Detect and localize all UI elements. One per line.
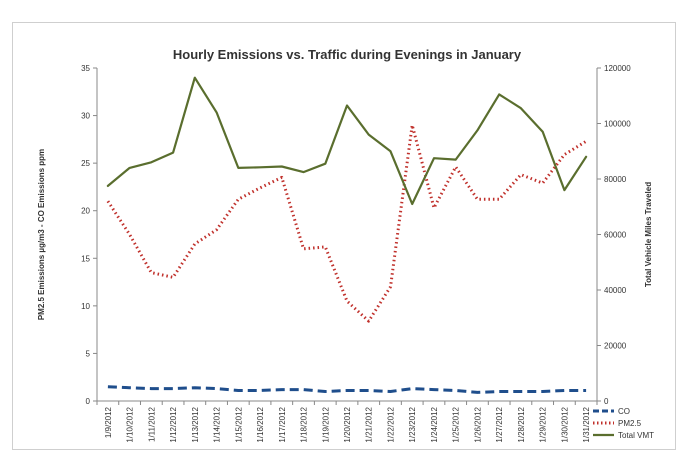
x-tick-label: 1/23/2012 (408, 406, 417, 442)
x-tick-label: 1/13/2012 (191, 406, 200, 442)
left-tick-label: 5 (86, 349, 91, 358)
series-line-pm2-5 (106, 123, 587, 323)
x-tick-label: 1/31/2012 (582, 406, 591, 442)
left-tick-label: 15 (81, 254, 90, 263)
x-tick-label: 1/9/2012 (104, 406, 113, 438)
x-tick-label: 1/28/2012 (517, 406, 526, 442)
legend-label-total-vmt: Total VMT (618, 431, 654, 440)
legend-label-co: CO (618, 407, 630, 416)
legend: CO PM2.5 Total VMT (593, 407, 654, 440)
right-tick-label: 80000 (604, 175, 627, 184)
x-tick-label: 1/10/2012 (126, 406, 135, 442)
right-tick-label: 100000 (604, 120, 631, 129)
left-tick-label: 25 (81, 159, 90, 168)
x-tick-label: 1/14/2012 (213, 406, 222, 442)
x-tick-label: 1/29/2012 (539, 406, 548, 442)
left-axis-title: PM2.5 Emissions µg/m3 - CO Emissions ppm (37, 149, 46, 320)
axes: 0 5 10 15 20 25 30 35 0 20000 40000 60000 80000 10000… (81, 64, 631, 443)
x-tick-label: 1/18/2012 (300, 406, 309, 442)
right-tick-label: 0 (604, 397, 609, 406)
x-tick-label: 1/20/2012 (343, 406, 352, 442)
x-tick-label: 1/26/2012 (473, 406, 482, 442)
chart-frame (12, 22, 676, 450)
left-tick-label: 20 (81, 207, 90, 216)
right-tick-label: 120000 (604, 64, 631, 73)
series-group (106, 76, 588, 394)
right-tick-label: 60000 (604, 231, 627, 240)
x-tick-label: 1/15/2012 (234, 406, 243, 442)
right-tick-label: 40000 (604, 286, 627, 295)
x-tick-label: 1/30/2012 (560, 406, 569, 442)
x-tick-label: 1/11/2012 (147, 406, 156, 442)
left-tick-label: 10 (81, 302, 90, 311)
left-tick-label: 0 (86, 397, 91, 406)
left-tick-label: 30 (81, 112, 90, 121)
series-line-co (107, 385, 587, 394)
x-tick-label: 1/22/2012 (386, 406, 395, 442)
x-tick-label: 1/25/2012 (452, 406, 461, 442)
x-tick-label: 1/21/2012 (365, 406, 374, 442)
x-tick-label: 1/24/2012 (430, 406, 439, 442)
series-line-total-vmt (106, 76, 588, 206)
x-tick-label: 1/17/2012 (278, 406, 287, 442)
x-tick-label: 1/19/2012 (321, 406, 330, 442)
x-tick-label: 1/27/2012 (495, 406, 504, 442)
left-tick-label: 35 (81, 64, 90, 73)
x-tick-label: 1/16/2012 (256, 406, 265, 442)
right-axis-title: Total Vehicle Miles Traveled (644, 182, 653, 287)
right-tick-label: 20000 (604, 342, 627, 351)
x-tick-label: 1/12/2012 (169, 406, 178, 442)
chart-title: Hourly Emissions vs. Traffic during Even… (173, 47, 522, 62)
legend-label-pm2-5: PM2.5 (618, 419, 642, 428)
